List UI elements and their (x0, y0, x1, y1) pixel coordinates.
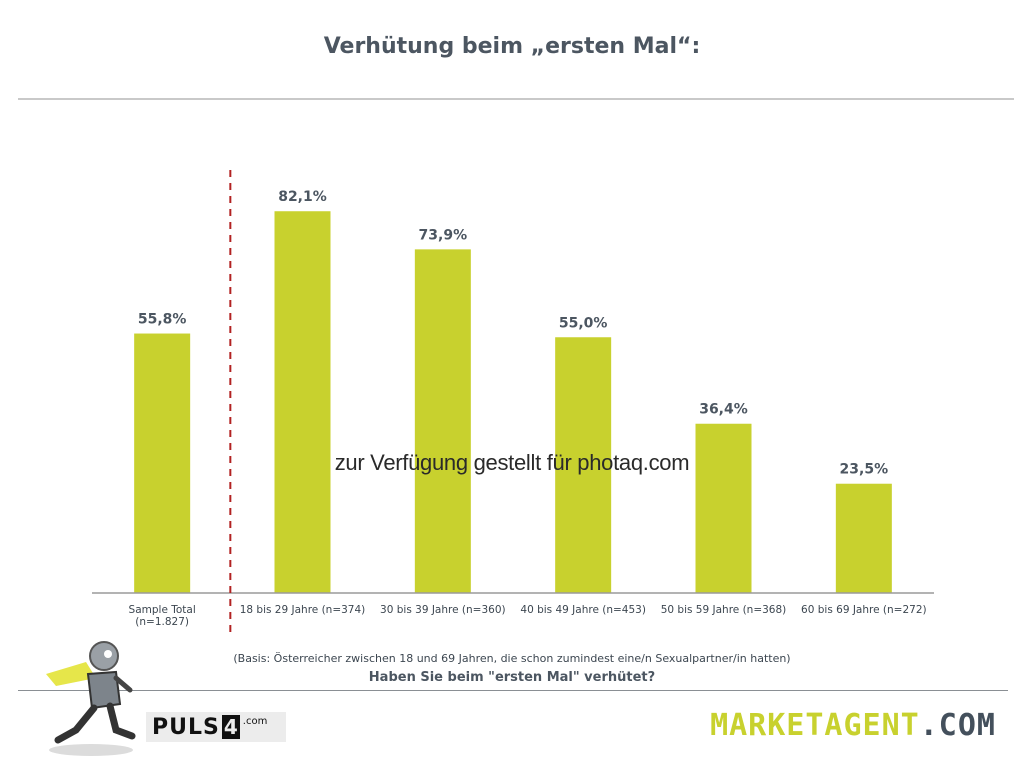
marketagent-logo-com: .COM (919, 708, 996, 743)
marketagent-logo: MARKETAGENT.COM (710, 708, 996, 743)
bar-1 (274, 211, 331, 594)
data-label-4: 36,4% (699, 402, 748, 418)
data-label-5: 23,5% (840, 462, 889, 478)
category-label-4: 50 bis 59 Jahre (n=368) (661, 604, 787, 616)
data-label-0: 55,8% (138, 312, 187, 328)
data-label-2: 73,9% (419, 227, 468, 243)
bar-4 (695, 423, 752, 593)
category-label-0-0: Sample Total (129, 604, 196, 616)
top-divider-line (18, 98, 1014, 100)
basis-note: (Basis: Österreicher zwischen 18 und 69 … (233, 652, 791, 665)
bar-0 (134, 333, 191, 593)
bar-2 (414, 249, 471, 594)
bar-3 (555, 337, 612, 593)
data-label-1: 82,1% (278, 189, 327, 205)
data-label-3: 55,0% (559, 315, 608, 331)
puls4-logo: PULS 4 .com (146, 712, 286, 742)
puls4-logo-text: PULS (152, 714, 220, 740)
category-label-5: 60 bis 69 Jahre (n=272) (801, 604, 927, 616)
footer-divider-line (18, 690, 1008, 691)
marketagent-logo-main: MARKETAGENT (710, 708, 920, 743)
chart-title: Verhütung beim „ersten Mal“: (323, 34, 701, 59)
survey-question: Haben Sie beim "ersten Mal" verhütet? (368, 670, 656, 685)
puls4-logo-four: 4 (221, 715, 240, 739)
puls4-logo-com: .com (242, 716, 268, 727)
running-man-mascot-icon (46, 641, 136, 756)
category-label-0-1: (n=1.827) (135, 616, 189, 628)
bar-5 (835, 483, 892, 593)
category-label-2: 30 bis 39 Jahre (n=360) (380, 604, 506, 616)
bar-chart: 55,8% Sample Total(n=1.827) 82,1% 18 bis 29… (92, 170, 934, 632)
category-label-1: 18 bis 29 Jahre (n=374) (240, 604, 366, 616)
category-label-3: 40 bis 49 Jahre (n=453) (520, 604, 646, 616)
